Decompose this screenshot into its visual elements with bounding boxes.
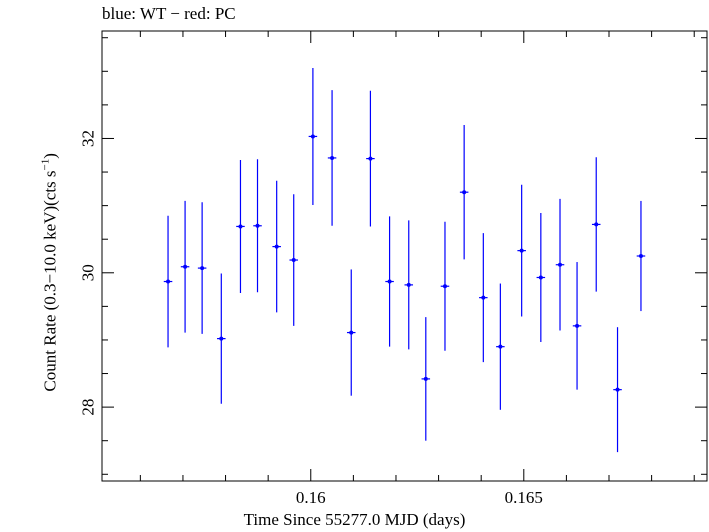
data-point — [481, 295, 486, 300]
data-point — [406, 282, 411, 287]
data-point — [498, 344, 503, 349]
data-point — [638, 254, 643, 258]
data-point — [538, 275, 543, 280]
chart-title: blue: WT − red: PC — [102, 4, 236, 23]
data-point — [442, 284, 447, 289]
data-point — [291, 258, 296, 263]
x-tick-label: 0.165 — [505, 488, 543, 507]
y-axis-label: Count Rate (0.3−10.0 keV)(cts s−1) — [40, 112, 61, 432]
data-point — [166, 279, 171, 284]
data-point — [200, 266, 205, 271]
y-axis-label-main: Count Rate (0.3−10.0 keV)(cts s — [40, 170, 60, 392]
data-point — [238, 224, 243, 229]
y-axis-label-end: ) — [40, 153, 60, 159]
data-point — [274, 244, 279, 249]
data-point — [519, 248, 524, 253]
y-tick-label: 32 — [79, 130, 98, 147]
y-tick-label: 28 — [79, 399, 98, 416]
y-tick-label: 30 — [79, 264, 98, 281]
data-point — [615, 387, 620, 392]
y-axis-label-superscript: −1 — [39, 158, 52, 171]
data-point — [349, 330, 354, 335]
plot-frame — [101, 30, 708, 482]
data-point — [575, 323, 580, 328]
data-point — [330, 155, 335, 160]
x-axis-label: Time Since 55277.0 MJD (days) — [243, 510, 466, 529]
data-point — [219, 336, 224, 341]
data-point — [558, 262, 563, 267]
data-point — [255, 223, 260, 228]
data-point — [183, 264, 188, 269]
data-point — [594, 222, 599, 227]
data-point — [368, 156, 373, 161]
data-point — [310, 134, 315, 139]
data-point — [423, 376, 428, 381]
x-tick-label: 0.16 — [296, 488, 326, 507]
data-point — [387, 279, 392, 284]
data-point — [462, 190, 467, 195]
